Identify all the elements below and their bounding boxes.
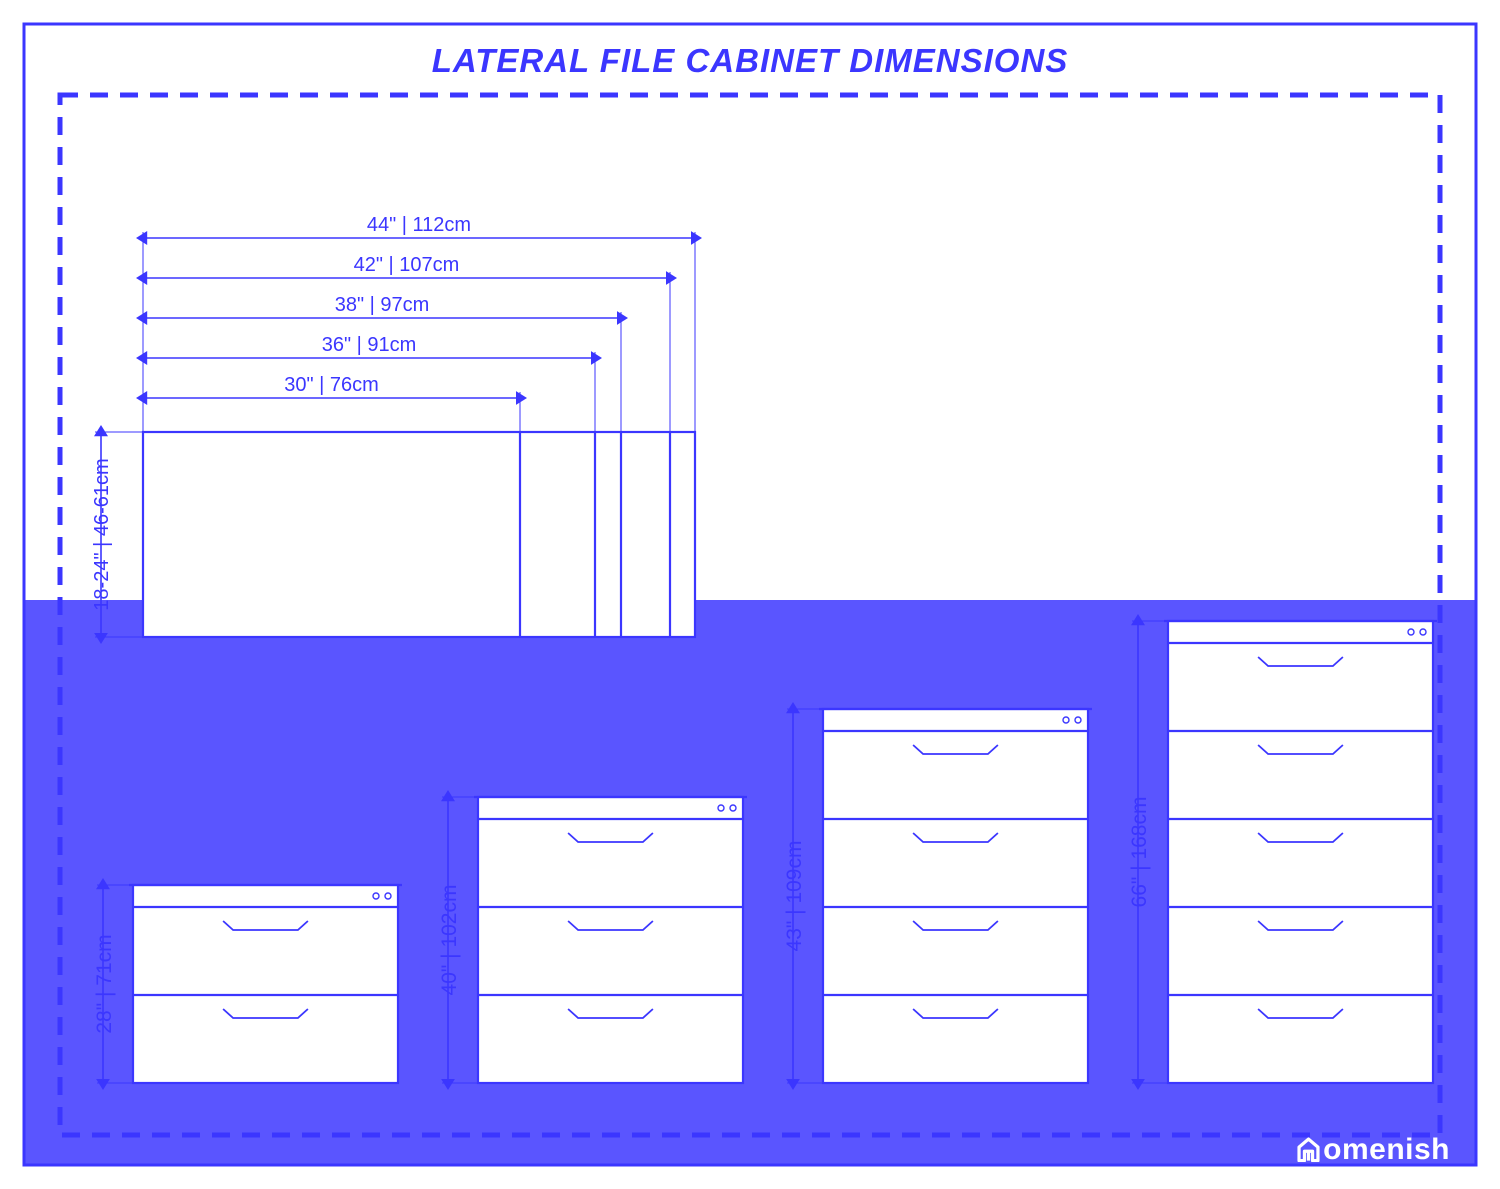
depth-dim-label: 18-24" | 46-61cm (91, 432, 114, 637)
width-dim-label: 44" | 112cm (151, 214, 687, 237)
cabinet-height-label: 28" | 71cm (93, 885, 117, 1083)
width-dim-label: 42" | 107cm (151, 254, 662, 277)
width-dim-label: 30" | 76cm (151, 374, 512, 397)
width-dim-label: 36" | 91cm (151, 334, 587, 357)
cabinet-height-label: 66" | 168cm (1128, 621, 1152, 1083)
brand-text: omenish (1323, 1133, 1450, 1166)
brand-house-icon (1295, 1135, 1322, 1162)
diagram-svg (0, 0, 1500, 1189)
cabinet-height-label: 40" | 102cm (438, 797, 462, 1083)
diagram-canvas: LATERAL FILE CABINET DIMENSIONS omenish … (0, 0, 1500, 1189)
brand-logo: omenish (1295, 1133, 1450, 1167)
cabinet-height-label: 43" | 109cm (783, 709, 807, 1083)
diagram-title: LATERAL FILE CABINET DIMENSIONS (0, 42, 1500, 80)
width-dim-label: 38" | 97cm (151, 294, 613, 317)
